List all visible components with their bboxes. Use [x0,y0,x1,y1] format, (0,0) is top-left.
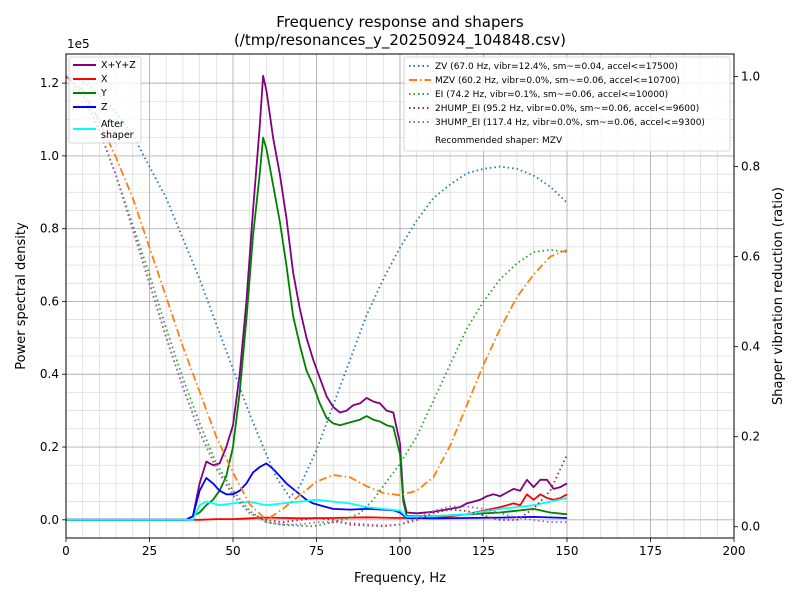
x-tick-label: 175 [639,544,662,558]
shaper-series-group [65,75,568,528]
legend-label-mzv: MZV (60.2 Hz, vibr=0.0%, sm~=0.06, accel… [435,76,680,86]
y2-tick-label: 0.2 [741,430,760,444]
x-tick-label: 100 [389,544,412,558]
series-line-zv [65,75,568,499]
legend-label-x: X [101,74,108,85]
y2-tick-label: 1.0 [741,70,760,84]
y-tick-label: 0.6 [40,294,59,308]
series-line-ei [65,75,568,528]
y-offset-text: 1e5 [67,37,90,51]
chart-title: Frequency response and shapers [276,13,524,31]
x-axis-label: Frequency, Hz [354,571,446,586]
series-line-z [66,462,568,521]
legend-label-2hump-ei: 2HUMP_EI (95.2 Hz, vibr=0.0%, sm~=0.06, … [435,104,699,114]
legend-label-after-shaper-line: shaper [101,130,134,141]
y-tick-label: 0.4 [40,367,59,381]
series-line-mzv [65,75,568,521]
legend-label-xyz: X+Y+Z [101,60,136,71]
y-tick-label: 1.0 [40,149,59,163]
y2-tick-label: 0.0 [741,520,760,534]
legend-label-3hump-ei: 3HUMP_EI (117.4 Hz, vibr=0.0%, sm~=0.06,… [435,118,705,128]
chart-subtitle: (/tmp/resonances_y_20250924_104848.csv) [234,31,566,50]
series-line-after [66,497,568,521]
y2-tick-label: 0.8 [741,160,760,174]
legend-left: X+Y+Z X Y Z After shaper [68,56,142,144]
legend-label-z: Z [101,102,108,113]
x-tick-label: 50 [225,544,240,558]
series-line-y [66,136,568,521]
legend-label-after-shaper-line: After [101,119,124,130]
y-axis-label: Power spectral density [14,222,29,370]
y-axis-ticks: 0.0 0.2 0.4 0.6 0.8 1.0 1.2 [40,76,66,527]
x-tick-label: 75 [309,544,324,558]
y-tick-label: 0.0 [40,513,59,527]
legend-right-box [403,56,731,152]
x-tick-label: 0 [62,544,70,558]
x-tick-label: 200 [723,544,746,558]
y-tick-label: 0.2 [40,440,59,454]
series-line-xyz [66,74,568,521]
legend-label-recommended: Recommended shaper: MZV [435,136,563,146]
y-tick-label: 0.8 [40,222,59,236]
legend-label-ei: EI (74.2 Hz, vibr=0.1%, sm~=0.06, accel<… [435,90,668,100]
legend-right: ZV (67.0 Hz, vibr=12.4%, sm~=0.04, accel… [403,56,731,152]
x-tick-label: 125 [472,544,495,558]
x-axis-ticks: 0 25 50 75 100 125 150 175 200 [62,538,745,558]
legend-label-after-shaper: After shaper [101,119,134,141]
y2-axis-ticks: 0.0 0.2 0.4 0.6 0.8 1.0 [734,70,760,534]
psd-series-group [66,74,568,521]
series-line-2hump [65,75,568,528]
y-tick-label: 1.2 [40,76,59,90]
series-line-3hump [65,75,567,527]
y2-axis-label: Shaper vibration reduction (ratio) [771,187,786,405]
x-tick-label: 25 [142,544,157,558]
y2-tick-label: 0.6 [741,250,760,264]
legend-label-y: Y [100,88,107,99]
y2-tick-label: 0.4 [741,340,760,354]
x-tick-label: 150 [556,544,579,558]
legend-label-zv: ZV (67.0 Hz, vibr=12.4%, sm~=0.04, accel… [435,62,678,72]
